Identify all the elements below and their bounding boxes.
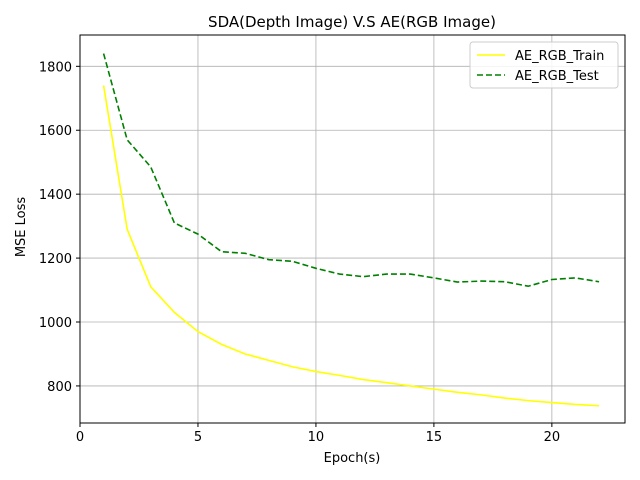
legend-box xyxy=(469,41,619,89)
axis-ticks: 0 5 10 15 20 800 1000 1200 1400 1600 1800 xyxy=(39,60,560,445)
chart-title: SDA(Depth Image) V.S AE(RGB Image) xyxy=(208,13,496,31)
series-line-ae-rgb-test xyxy=(102,53,600,288)
legend-label-ae-rgb-train: AE_RGB_Train xyxy=(515,49,604,64)
series-lines xyxy=(102,53,600,407)
x-tick-label: 5 xyxy=(194,430,202,445)
x-axis-label: Epoch(s) xyxy=(324,451,381,466)
x-tick-label: 15 xyxy=(426,430,443,445)
x-tick-label: 0 xyxy=(76,430,84,445)
y-tick-label: 800 xyxy=(47,380,72,395)
y-tick-label: 1000 xyxy=(39,316,72,331)
x-tick-label: 10 xyxy=(308,430,325,445)
x-tick-label: 20 xyxy=(544,430,561,445)
y-tick-label: 1400 xyxy=(39,188,72,203)
legend-label-ae-rgb-test: AE_RGB_Test xyxy=(515,69,599,84)
y-axis-label: MSE Loss xyxy=(14,197,29,258)
legend: AE_RGB_Train AE_RGB_Test xyxy=(469,41,619,89)
y-tick-label: 1600 xyxy=(39,124,72,139)
plot-frame xyxy=(79,34,626,424)
y-tick-label: 1800 xyxy=(39,60,72,75)
series-line-ae-rgb-train xyxy=(102,85,600,407)
y-tick-label: 1200 xyxy=(39,252,72,267)
